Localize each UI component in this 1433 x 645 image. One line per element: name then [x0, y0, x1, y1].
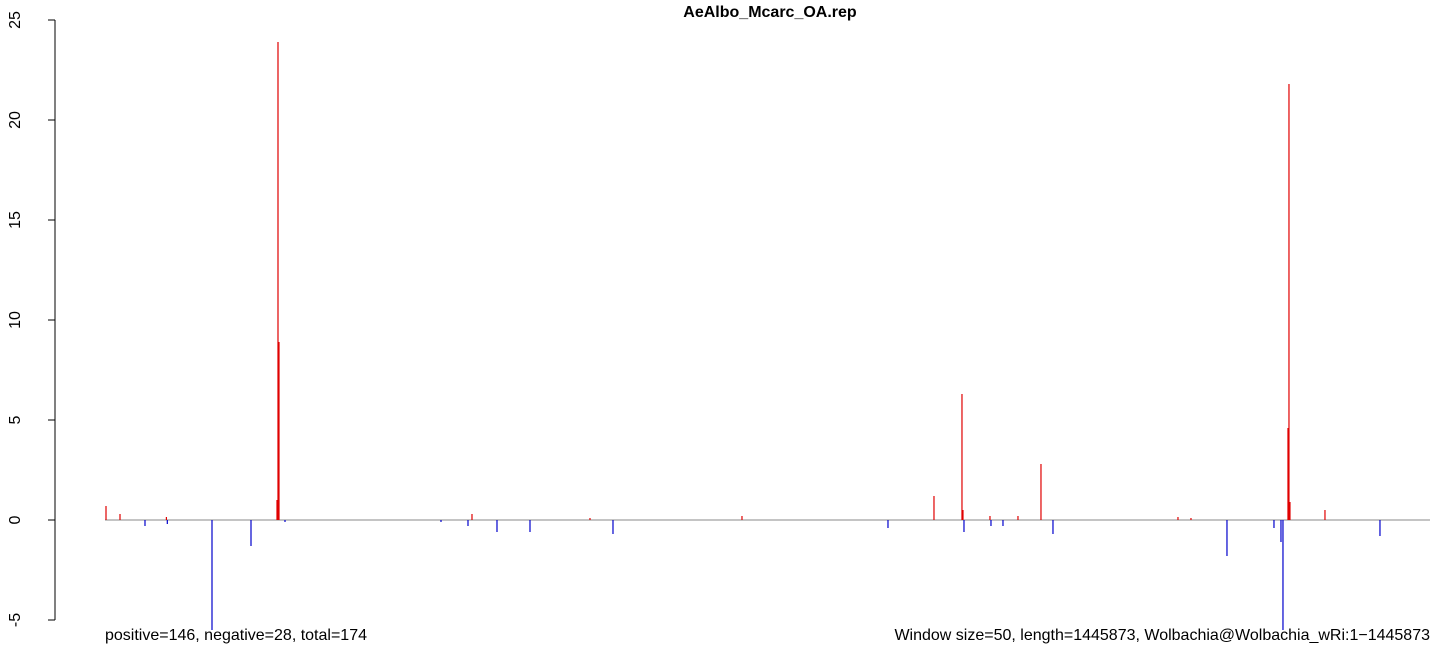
y-tick-label: 15: [7, 211, 24, 229]
annotation: positive=146, negative=28, total=174: [105, 627, 367, 644]
y-tick-label: 20: [7, 111, 24, 129]
annotation: Window size=50, length=1445873, Wolbachi…: [894, 627, 1430, 644]
y-tick-label: 10: [7, 311, 24, 329]
chart-title: AeAlbo_Mcarc_OA.rep: [683, 4, 857, 21]
y-tick-label: -5: [7, 613, 24, 627]
y-tick-label: 0: [7, 515, 24, 524]
y-tick-label: 5: [7, 415, 24, 424]
y-tick-label: 25: [7, 11, 24, 29]
